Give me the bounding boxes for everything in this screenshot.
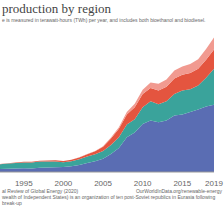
svg-text:2010: 2010 — [134, 179, 152, 186]
html-text:wealth of Independent States): wealth of Independent States) is an orga… — [2, 194, 216, 206]
html-text:production by region: production by region — [2, 1, 111, 16]
html-text:e is measured in terawatt-hour: e is measured in terawatt-hours (TWh) pe… — [2, 17, 206, 23]
svg-text:2019: 2019 — [205, 179, 216, 186]
svg-text:2005: 2005 — [94, 179, 112, 186]
html-text:al Review of Global Energy (20: al Review of Global Energy (2020) — [2, 188, 79, 194]
svg-text:2015: 2015 — [173, 179, 191, 186]
svg-text:1995: 1995 — [15, 179, 33, 186]
html-text:OurWorldInData.org/renewable-e: OurWorldInData.org/renewable-energy — [135, 188, 222, 194]
svg-text:2000: 2000 — [55, 179, 73, 186]
